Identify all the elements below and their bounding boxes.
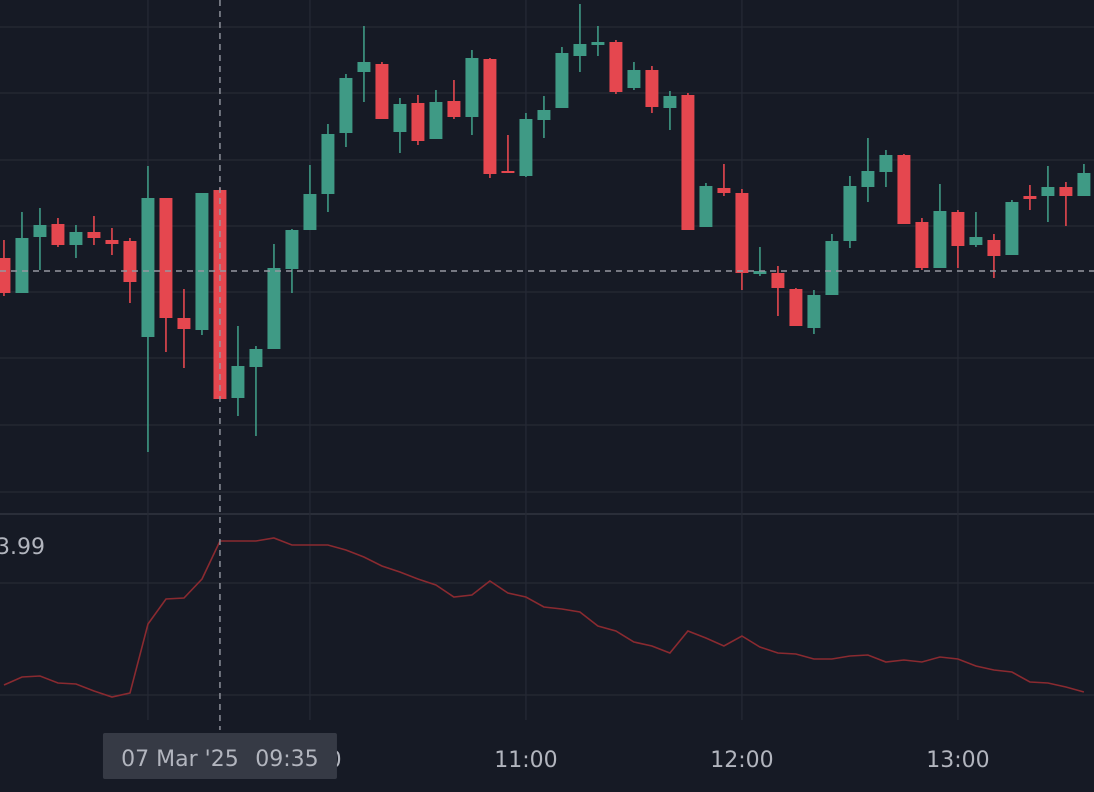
candle-body [159,198,173,318]
candle-body [465,58,479,117]
candle-body [969,237,983,245]
candle-body [123,241,137,282]
candle-body [1059,187,1073,196]
candle-body [483,59,497,174]
candle-body [699,186,713,227]
plot: 3.99 [0,4,1091,698]
candle-body [897,155,911,224]
candle-body [447,101,461,117]
candle-body [1005,202,1019,255]
crosshair-time: 09:35 [255,747,318,772]
candle-body [1041,187,1055,196]
candle-body [267,268,281,349]
candle-body [501,171,515,173]
candle-body [717,188,731,193]
candle-body [15,238,29,293]
candle-body [843,186,857,241]
candle-body [645,70,659,107]
candle-body [51,224,65,245]
candle-body [141,198,155,337]
candle-body [33,225,47,237]
candle-body [825,241,839,295]
candle-body [249,349,263,367]
candle-body [789,289,803,326]
candle-body [429,102,443,139]
candle-body [375,64,389,119]
candle-body [195,193,209,330]
candle-body [555,53,569,108]
candle-body [1023,196,1037,199]
crosshair-date: 07 Mar '25 [121,747,239,772]
candle-body [519,119,533,176]
candle-body [591,42,605,45]
candle-body [753,271,767,274]
candle-body [393,104,407,132]
candle-body [357,62,371,72]
candle-body [861,171,875,187]
crosshair-time-box [102,733,337,779]
candle-body [303,194,317,230]
candle-body [987,240,1001,256]
candle-body [1077,173,1091,196]
candle-body [609,42,623,92]
candle-body [879,155,893,172]
candle-body [213,190,227,399]
candle-body [681,95,695,230]
x-tick-label: 12:00 [710,748,773,773]
candle-body [933,211,947,268]
indicator-label: 3.99 [0,535,45,560]
candle-body [573,44,587,56]
candle-body [339,78,353,133]
candle-body [807,295,821,328]
candle-body [663,96,677,108]
candle-body [951,212,965,246]
x-tick-label: 13:00 [926,748,989,773]
candle-body [537,110,551,120]
candle-body [285,230,299,269]
indicator-line [3,537,1085,698]
candle-body [321,134,335,194]
candle-body [87,232,101,238]
candle-body [735,193,749,273]
candle-body [411,103,425,141]
candle-body [231,366,245,398]
candle-body [105,240,119,244]
candle-body [627,70,641,88]
candle-body [771,273,785,288]
candle-body [69,232,83,245]
candle-body [915,222,929,268]
candle-body [0,258,11,293]
x-tick-label: 11:00 [494,748,557,773]
candle-body [177,318,191,329]
